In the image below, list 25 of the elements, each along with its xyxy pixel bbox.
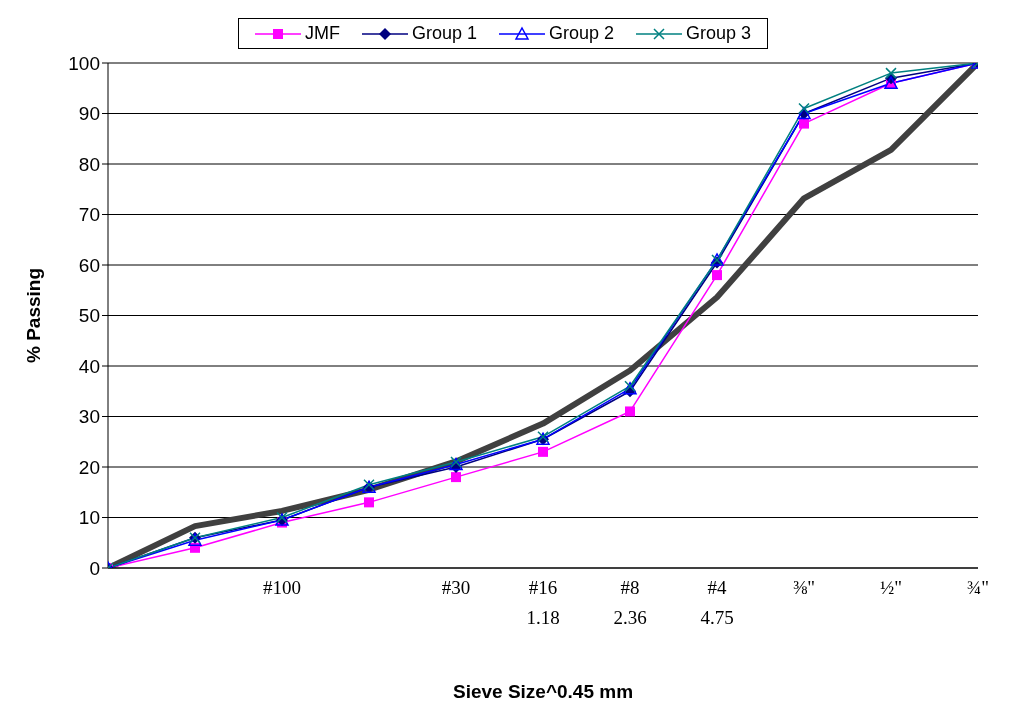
y-tick-label: 40 — [78, 355, 100, 377]
legend-label: Group 1 — [410, 23, 477, 44]
y-tick-label: 10 — [78, 507, 100, 529]
legend-label: Group 3 — [685, 23, 752, 44]
y-tick-label: 30 — [78, 406, 100, 428]
x-tick-label: ¾" — [966, 577, 990, 598]
y-tick-label: 100 — [68, 52, 100, 74]
x-tick-label: #8 2.36 — [613, 577, 647, 628]
y-tick-label: 90 — [78, 103, 100, 125]
y-tick-label: 60 — [78, 254, 100, 276]
y-axis-title: % Passing — [22, 267, 44, 364]
x-tick-label: #100 — [263, 577, 301, 598]
x-axis-title: Sieve Size^0.45 mm — [452, 681, 634, 702]
y-tick-label: 20 — [78, 456, 100, 478]
y-tick-label: 50 — [78, 305, 100, 327]
y-tick-label: 80 — [78, 153, 100, 175]
x-tick-label: ½" — [879, 577, 903, 598]
x-tick-label: #30 — [441, 577, 471, 598]
legend-label: Group 2 — [547, 23, 615, 44]
y-tick-label: 70 — [78, 204, 100, 226]
x-tick-label: #16 1.18 — [526, 577, 560, 628]
x-tick-label: ⅜" — [792, 577, 816, 598]
legend-label: JMF — [303, 23, 340, 44]
y-tick-label: 0 — [89, 557, 100, 579]
x-tick-label: #4 4.75 — [700, 577, 734, 628]
